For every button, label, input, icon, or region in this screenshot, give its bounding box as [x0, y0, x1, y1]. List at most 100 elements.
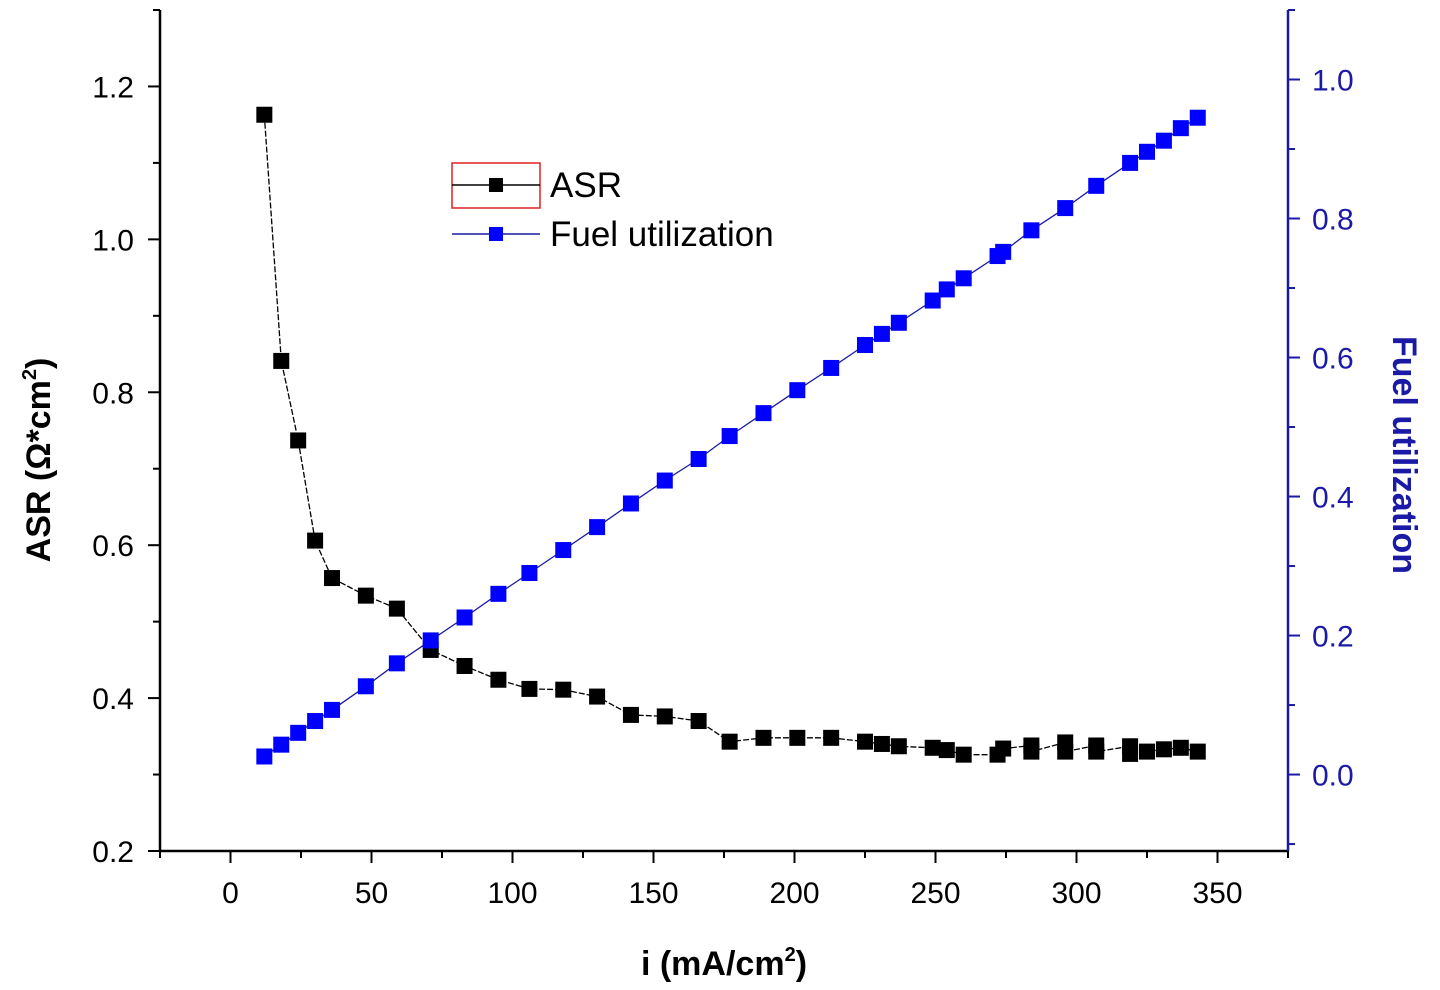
asr-point: [555, 681, 572, 698]
fuel-utilization-point: [823, 359, 840, 376]
y-left-tick-label: 0.6: [92, 530, 134, 563]
asr-point: [721, 733, 738, 750]
fuel-utilization-point: [555, 542, 572, 559]
fuel-utilization-point: [1139, 143, 1155, 160]
asr-point: [1088, 743, 1105, 760]
asr-point: [955, 746, 972, 763]
x-tick-label: 250: [910, 877, 960, 910]
asr-point: [1122, 745, 1139, 762]
asr-point: [589, 688, 606, 705]
asr-point: [656, 708, 673, 725]
fuel-utilization-point: [456, 609, 473, 626]
fuel-utilization-point: [755, 405, 772, 422]
y-right-axis-title: Fuel utilization: [1385, 336, 1423, 574]
x-tick-label: 50: [355, 877, 388, 910]
fuel-utilization-point: [1189, 109, 1206, 126]
y-left-tick-label: 0.2: [92, 836, 134, 869]
fuel-utilization-point: [1122, 154, 1139, 171]
asr-point: [1023, 743, 1040, 760]
asr-point: [622, 706, 639, 723]
fuel-utilization-point: [324, 701, 341, 718]
fuel-utilization-point: [1023, 222, 1040, 239]
asr-point: [324, 570, 341, 587]
fuel-utilization-point: [589, 519, 606, 536]
asr-point: [1057, 743, 1074, 760]
asr-point: [789, 729, 806, 746]
asr-point: [857, 733, 873, 750]
fuel-utilization-point: [490, 585, 507, 602]
y-right-tick-label: 1.0: [1312, 65, 1354, 98]
asr-point: [490, 671, 507, 688]
asr-point: [755, 729, 772, 746]
fuel-utilization-point: [307, 713, 324, 730]
legend-fuel-utilization-label: Fuel utilization: [550, 215, 774, 254]
fuel-utilization-point: [1172, 120, 1189, 137]
legend-asr-marker: [489, 178, 503, 192]
fuel-utilization-point: [857, 337, 873, 354]
legend-fuel-utilization-marker: [489, 227, 503, 241]
asr-point: [307, 532, 324, 549]
fuel-utilization-point: [995, 243, 1012, 260]
asr-point: [273, 352, 290, 369]
asr-point: [1155, 741, 1172, 758]
asr-point: [521, 680, 538, 697]
fuel-utilization-point: [422, 632, 439, 649]
asr-point: [1189, 743, 1206, 760]
fuel-utilization-point: [890, 314, 907, 331]
y-left-tick-label: 1.0: [92, 224, 134, 257]
asr-point: [995, 740, 1012, 757]
asr-point: [890, 738, 907, 755]
y-left-tick-label: 0.8: [92, 377, 134, 410]
fuel-utilization-point: [388, 655, 405, 672]
fuel-utilization-point: [656, 472, 673, 489]
asr-point: [1139, 743, 1155, 760]
fuel-utilization-point: [357, 678, 374, 695]
asr-point: [456, 657, 473, 674]
asr-point: [924, 739, 941, 756]
fuel-utilization-point: [1155, 132, 1172, 149]
x-tick-label: 0: [222, 877, 239, 910]
y-right-tick-label: 0.6: [1312, 343, 1354, 376]
y-left-tick-label: 1.2: [92, 71, 134, 104]
legend-asr-label: ASR: [550, 166, 622, 205]
asr-point: [823, 729, 840, 746]
fuel-utilization-point: [1088, 177, 1105, 194]
fuel-utilization-point: [789, 382, 806, 399]
fuel-utilization-point: [873, 325, 890, 342]
asr-point: [938, 742, 955, 759]
y-right-tick-label: 0.8: [1312, 204, 1354, 237]
legend: ASR Fuel utilization: [451, 162, 774, 254]
series-markers: [256, 106, 1206, 765]
x-tick-label: 350: [1192, 877, 1242, 910]
fuel-utilization-point: [622, 495, 639, 512]
axes: 0 50 100 150 200 250 300 350 0.2 0.4 0.6 0.8 1.0 1.2 0…: [19, 9, 1423, 983]
fuel-utilization-point: [273, 736, 290, 753]
fuel-utilization-point: [1057, 200, 1074, 217]
y-left-tick-label: 0.4: [92, 683, 134, 716]
fuel-utilization-point: [938, 281, 955, 298]
fuel-utilization-point: [256, 748, 273, 765]
asr-point: [690, 713, 707, 730]
y-right-tick-label: 0.4: [1312, 482, 1354, 515]
asr-point: [256, 106, 273, 123]
fuel-utilization-point: [721, 428, 738, 445]
y-right-tick-label: 0.2: [1312, 621, 1354, 654]
fuel-utilization-point: [955, 270, 972, 287]
fuel-utilization-point: [690, 450, 707, 467]
x-tick-label: 100: [487, 877, 537, 910]
asr-point: [388, 600, 405, 617]
y-right-tick-label: 0.0: [1312, 760, 1354, 793]
asr-point: [1172, 739, 1189, 756]
asr-point: [873, 735, 890, 752]
asr-point: [357, 587, 374, 604]
x-tick-label: 300: [1051, 877, 1101, 910]
x-axis-title: i (mA/cm2): [641, 944, 807, 983]
fuel-utilization-point: [521, 564, 538, 581]
x-tick-label: 150: [628, 877, 678, 910]
y-left-axis-title: ASR (Ω*cm2): [19, 358, 58, 563]
fuel-utilization-point: [924, 292, 941, 309]
fuel-utilization-point: [290, 724, 307, 741]
asr-point: [290, 432, 307, 449]
x-tick-label: 200: [769, 877, 819, 910]
